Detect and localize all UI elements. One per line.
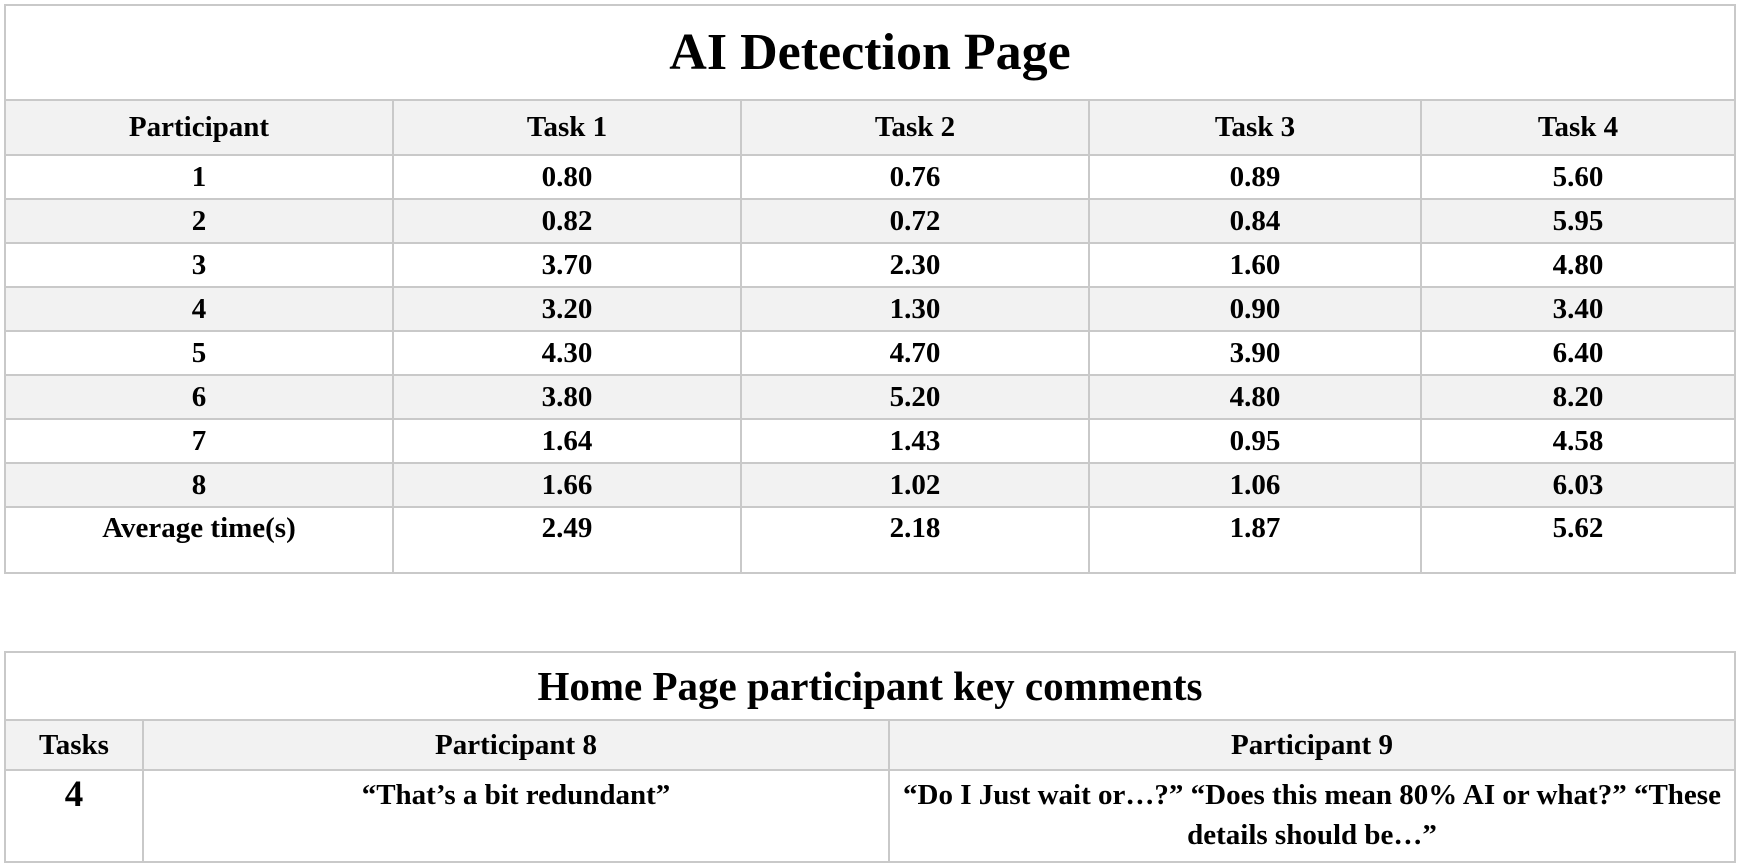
participant-cell: 6	[4, 374, 394, 420]
column-header: Task 4	[1420, 99, 1736, 156]
key-comments-table: Home Page participant key comments Tasks…	[3, 651, 1737, 863]
column-header: Participant	[4, 99, 394, 156]
average-cell: 1.87	[1088, 506, 1422, 574]
time-cell: 3.80	[392, 374, 742, 420]
time-cell: 8.20	[1420, 374, 1736, 420]
table-row: 4 3.20 1.30 0.90 3.40	[4, 286, 1736, 332]
time-cell: 4.80	[1420, 242, 1736, 288]
column-header: Task 3	[1088, 99, 1422, 156]
column-header: Task 2	[740, 99, 1090, 156]
column-header: Task 1	[392, 99, 742, 156]
time-cell: 6.40	[1420, 330, 1736, 376]
time-cell: 0.95	[1088, 418, 1422, 464]
time-cell: 1.02	[740, 462, 1090, 508]
task-number: 4	[4, 769, 144, 863]
time-cell: 0.89	[1088, 154, 1422, 200]
time-cell: 1.60	[1088, 242, 1422, 288]
column-header-tasks: Tasks	[4, 719, 144, 771]
participant-cell: 2	[4, 198, 394, 244]
average-cell: 5.62	[1420, 506, 1736, 574]
participant-cell: 5	[4, 330, 394, 376]
average-cell: 2.18	[740, 506, 1090, 574]
time-cell: 0.80	[392, 154, 742, 200]
table-row: 6 3.80 5.20 4.80 8.20	[4, 374, 1736, 420]
average-row: Average time(s) 2.49 2.18 1.87 5.62	[4, 506, 1736, 574]
average-label: Average time(s)	[4, 506, 394, 574]
table-title: AI Detection Page	[4, 4, 1736, 101]
time-cell: 4.70	[740, 330, 1090, 376]
table-row: 7 1.64 1.43 0.95 4.58	[4, 418, 1736, 464]
time-cell: 4.58	[1420, 418, 1736, 464]
ai-detection-table: AI Detection Page Participant Task 1 Task …	[4, 4, 1736, 574]
time-cell: 1.30	[740, 286, 1090, 332]
column-header-participant-9: Participant 9	[887, 719, 1737, 771]
time-cell: 4.30	[392, 330, 742, 376]
participant-cell: 7	[4, 418, 394, 464]
table-row: 3 3.70 2.30 1.60 4.80	[4, 242, 1736, 288]
time-cell: 0.90	[1088, 286, 1422, 332]
time-cell: 4.80	[1088, 374, 1422, 420]
time-cell: 6.03	[1420, 462, 1736, 508]
time-cell: 1.06	[1088, 462, 1422, 508]
time-cell: 5.60	[1420, 154, 1736, 200]
participant-cell: 8	[4, 462, 394, 508]
participant-9-comment: “Do I Just wait or…?” “Does this mean 80…	[887, 769, 1737, 863]
time-cell: 3.90	[1088, 330, 1422, 376]
table-row: 4 “That’s a bit redundant” “Do I Just wa…	[4, 769, 1737, 863]
table-row: 2 0.82 0.72 0.84 5.95	[4, 198, 1736, 244]
participant-cell: 4	[4, 286, 394, 332]
time-cell: 0.82	[392, 198, 742, 244]
table-title: Home Page participant key comments	[3, 651, 1737, 721]
time-cell: 5.95	[1420, 198, 1736, 244]
participant-cell: 3	[4, 242, 394, 288]
table-row: 5 4.30 4.70 3.90 6.40	[4, 330, 1736, 376]
table-row: 8 1.66 1.02 1.06 6.03	[4, 462, 1736, 508]
column-header-participant-8: Participant 8	[142, 719, 890, 771]
participant-cell: 1	[4, 154, 394, 200]
time-cell: 1.64	[392, 418, 742, 464]
time-cell: 5.20	[740, 374, 1090, 420]
time-cell: 3.40	[1420, 286, 1736, 332]
time-cell: 0.72	[740, 198, 1090, 244]
table-row: 1 0.80 0.76 0.89 5.60	[4, 154, 1736, 200]
time-cell: 0.84	[1088, 198, 1422, 244]
time-cell: 3.20	[392, 286, 742, 332]
time-cell: 2.30	[740, 242, 1090, 288]
average-cell: 2.49	[392, 506, 742, 574]
time-cell: 3.70	[392, 242, 742, 288]
time-cell: 0.76	[740, 154, 1090, 200]
participant-8-comment: “That’s a bit redundant”	[142, 769, 890, 863]
time-cell: 1.43	[740, 418, 1090, 464]
time-cell: 1.66	[392, 462, 742, 508]
